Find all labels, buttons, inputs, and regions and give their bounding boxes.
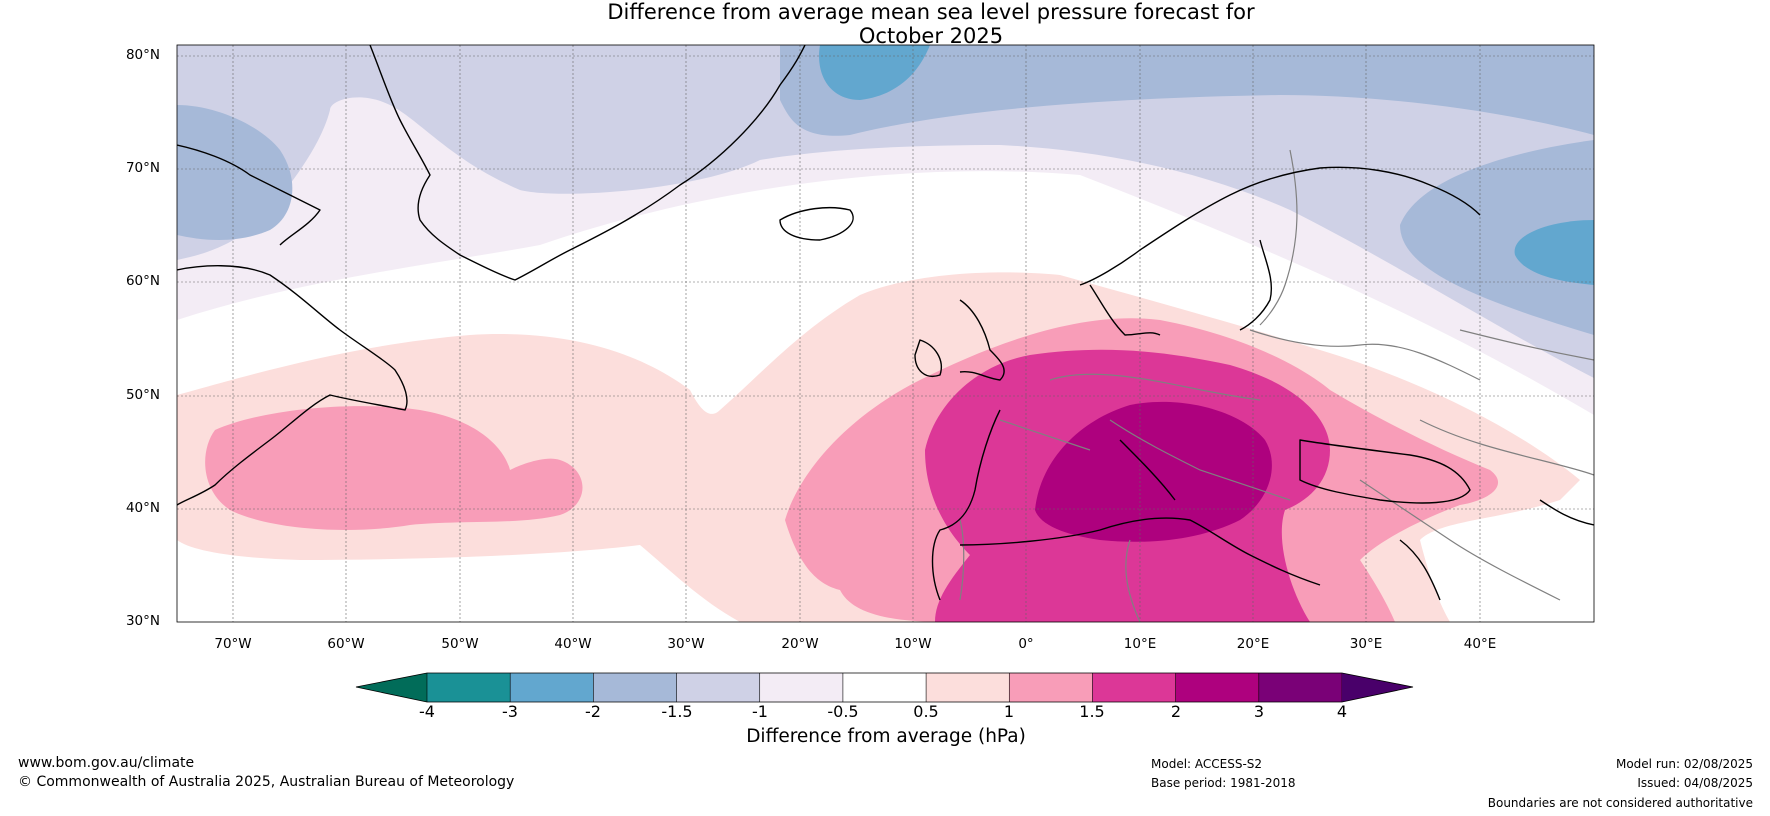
anomaly-region-pos-2-to-3 (1035, 401, 1272, 542)
lat-label-60n: 60°N (125, 273, 160, 289)
footer-model: Model: ACCESS-S2 (1151, 757, 1263, 771)
country-borders (959, 149, 1594, 622)
colorbar (355, 672, 1414, 703)
map-title: Difference from average mean sea level p… (0, 0, 1770, 48)
colorbar-segment (427, 673, 511, 702)
colorbar-tick: 1 (1003, 702, 1015, 721)
lon-label-30e: 30°E (1349, 636, 1383, 652)
footer-model-run: Model run: 02/08/2025 (1615, 757, 1753, 771)
anomaly-region-neg-3-to-2-north (819, 45, 930, 100)
colorbar-tick: 4 (1336, 702, 1348, 721)
colorbar-tick: 3 (1253, 702, 1265, 721)
lon-label-70w: 70°W (214, 636, 252, 652)
footer-disclaimer: Boundaries are not considered authoritat… (1487, 796, 1753, 810)
lat-label-40n: 40°N (125, 500, 160, 516)
colorbar-extend-low (356, 673, 427, 702)
colorbar-tick: -0.5 (827, 702, 859, 721)
colorbar-tick: -1 (752, 702, 768, 721)
colorbar-extend-high (1342, 673, 1413, 702)
footer-issued: Issued: 04/08/2025 (1637, 776, 1753, 790)
lon-label-50w: 50°W (441, 636, 479, 652)
colorbar-segment (676, 673, 761, 702)
anomaly-region-neg-2-to-1.5-east (1400, 140, 1594, 335)
colorbar-tick: 0.5 (913, 702, 939, 721)
footer-website: www.bom.gov.au/climate (18, 755, 195, 771)
map-frame (176, 44, 1595, 623)
map-title-line1: Difference from average mean sea level p… (607, 0, 1255, 24)
lat-label-70n: 70°N (125, 160, 160, 176)
footer-base-period: Base period: 1981-2018 (1151, 776, 1296, 790)
colorbar-segment (1175, 673, 1260, 702)
colorbar-segment (1258, 673, 1343, 702)
anomaly-region-neg-2-to-1.5 (780, 45, 1594, 136)
lon-label-0: 0° (1018, 636, 1034, 652)
lon-label-40e: 40°E (1463, 636, 1497, 652)
colorbar-tick: 2 (1170, 702, 1182, 721)
colorbar-caption: Difference from average (hPa) (746, 726, 1026, 747)
lon-label-20w: 20°W (781, 636, 819, 652)
colorbar-segment (593, 673, 678, 702)
lon-label-10e: 10°E (1123, 636, 1157, 652)
colorbar-segment (926, 673, 1010, 702)
colorbar-tick: -4 (419, 702, 435, 721)
lon-label-10w: 10°W (894, 636, 932, 652)
lon-label-30w: 30°W (667, 636, 705, 652)
colorbar-segment (1092, 673, 1177, 702)
anomaly-region-neg-3-to-2-east (1514, 220, 1594, 285)
lat-label-30n: 30°N (125, 613, 160, 629)
lat-label-80n: 80°N (125, 47, 160, 63)
lon-label-20e: 20°E (1236, 636, 1270, 652)
anomaly-region-pos-1-to-1.5-west (205, 406, 583, 530)
colorbar-segment (510, 673, 594, 702)
colorbar-segment (842, 673, 927, 702)
anomaly-region-neg-1.5-to-1 (177, 45, 1594, 378)
colorbar-tick: -2 (585, 702, 601, 721)
colorbar-tick: -1.5 (661, 702, 693, 721)
lon-label-60w: 60°W (327, 636, 365, 652)
coastlines (177, 45, 1594, 601)
anomaly-region-neg-2-to-1.5-west (177, 105, 293, 240)
footer-copyright: © Commonwealth of Australia 2025, Austra… (18, 774, 515, 790)
colorbar-segment (759, 673, 844, 702)
colorbar-tick: 1.5 (1079, 702, 1105, 721)
lon-label-40w: 40°W (554, 636, 592, 652)
colorbar-segment (1009, 673, 1093, 702)
map-title-line2: October 2025 (858, 24, 1004, 48)
colorbar-tick: -3 (502, 702, 518, 721)
lat-label-50n: 50°N (125, 387, 160, 403)
